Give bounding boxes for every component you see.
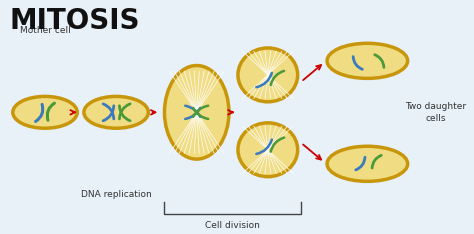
- Ellipse shape: [84, 97, 146, 127]
- Ellipse shape: [238, 123, 297, 176]
- Ellipse shape: [328, 44, 406, 78]
- Ellipse shape: [165, 66, 227, 156]
- Ellipse shape: [84, 96, 148, 128]
- Text: Two daughter
cells: Two daughter cells: [406, 102, 466, 123]
- Ellipse shape: [13, 97, 76, 128]
- Ellipse shape: [239, 49, 292, 97]
- Ellipse shape: [14, 97, 71, 125]
- Ellipse shape: [328, 147, 401, 179]
- Ellipse shape: [328, 146, 406, 181]
- Ellipse shape: [239, 49, 292, 96]
- Ellipse shape: [238, 48, 297, 101]
- Ellipse shape: [328, 44, 401, 76]
- Ellipse shape: [238, 123, 296, 175]
- Ellipse shape: [165, 67, 223, 151]
- Ellipse shape: [13, 96, 77, 128]
- Ellipse shape: [14, 97, 72, 126]
- Ellipse shape: [328, 146, 405, 180]
- Ellipse shape: [164, 66, 228, 158]
- Ellipse shape: [238, 48, 296, 101]
- Ellipse shape: [239, 49, 293, 98]
- Ellipse shape: [328, 147, 400, 178]
- Ellipse shape: [328, 147, 403, 179]
- Ellipse shape: [327, 146, 408, 181]
- Ellipse shape: [328, 44, 401, 75]
- Text: MITOSIS: MITOSIS: [9, 7, 140, 35]
- Ellipse shape: [13, 96, 77, 128]
- Ellipse shape: [84, 97, 146, 127]
- Ellipse shape: [13, 97, 74, 127]
- Ellipse shape: [165, 66, 226, 154]
- Text: DNA replication: DNA replication: [81, 190, 152, 199]
- Ellipse shape: [328, 147, 402, 179]
- Ellipse shape: [238, 123, 298, 177]
- Ellipse shape: [85, 97, 142, 125]
- Ellipse shape: [14, 97, 72, 125]
- Ellipse shape: [238, 48, 295, 100]
- Ellipse shape: [165, 67, 224, 152]
- Text: Cell division: Cell division: [205, 221, 260, 230]
- Ellipse shape: [239, 49, 294, 99]
- Ellipse shape: [13, 97, 75, 127]
- Ellipse shape: [239, 124, 293, 172]
- Ellipse shape: [84, 96, 148, 128]
- Ellipse shape: [85, 97, 144, 126]
- Ellipse shape: [328, 146, 403, 180]
- Ellipse shape: [328, 44, 405, 77]
- Ellipse shape: [328, 44, 403, 77]
- Ellipse shape: [238, 123, 296, 176]
- Ellipse shape: [165, 66, 227, 155]
- Ellipse shape: [164, 66, 229, 159]
- Ellipse shape: [85, 97, 143, 125]
- Ellipse shape: [239, 124, 294, 173]
- Ellipse shape: [328, 44, 402, 76]
- Ellipse shape: [165, 66, 228, 157]
- Ellipse shape: [84, 97, 145, 127]
- Ellipse shape: [239, 124, 293, 173]
- Ellipse shape: [328, 44, 403, 76]
- Ellipse shape: [239, 124, 292, 171]
- Ellipse shape: [84, 97, 147, 128]
- Ellipse shape: [85, 97, 145, 126]
- Ellipse shape: [328, 44, 400, 75]
- Text: Mother cell: Mother cell: [19, 26, 71, 35]
- Ellipse shape: [239, 49, 293, 98]
- Ellipse shape: [328, 147, 401, 178]
- Ellipse shape: [238, 48, 298, 102]
- Ellipse shape: [165, 67, 225, 154]
- Ellipse shape: [14, 97, 73, 126]
- Ellipse shape: [328, 146, 404, 180]
- Ellipse shape: [14, 97, 73, 126]
- Ellipse shape: [85, 97, 143, 126]
- Ellipse shape: [238, 48, 295, 99]
- Ellipse shape: [328, 44, 404, 77]
- Ellipse shape: [165, 67, 224, 153]
- Ellipse shape: [166, 67, 222, 150]
- Ellipse shape: [13, 97, 75, 127]
- Ellipse shape: [238, 48, 296, 100]
- Ellipse shape: [238, 123, 295, 174]
- Ellipse shape: [239, 124, 292, 172]
- Ellipse shape: [327, 146, 407, 181]
- Ellipse shape: [238, 123, 295, 175]
- Ellipse shape: [327, 43, 407, 78]
- Ellipse shape: [327, 43, 408, 78]
